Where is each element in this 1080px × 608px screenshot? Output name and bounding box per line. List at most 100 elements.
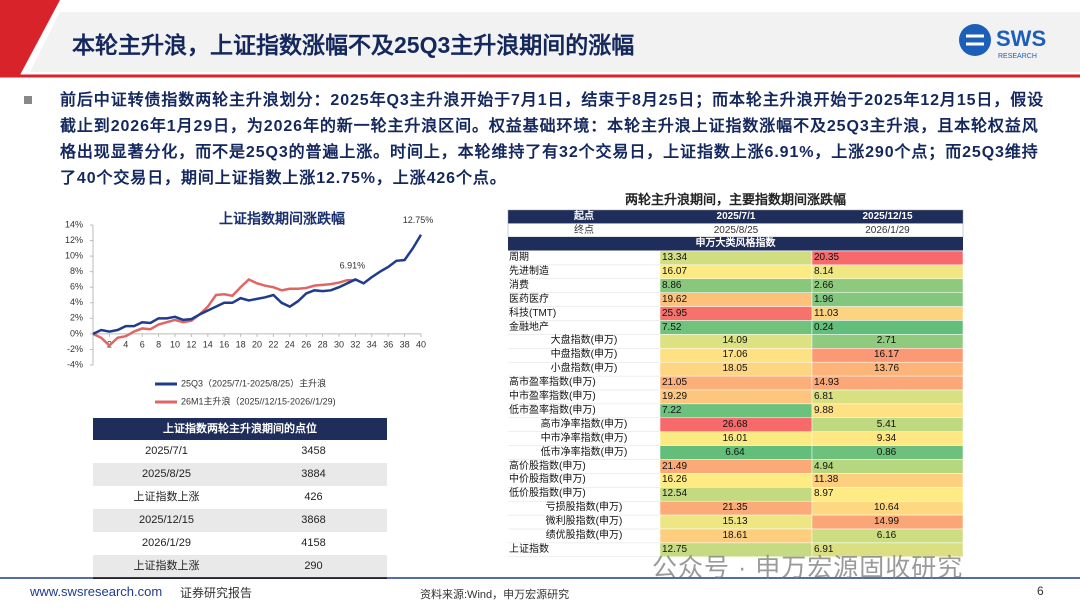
x-tick-label: 22 <box>268 339 278 349</box>
x-tick-label: 14 <box>203 339 213 349</box>
annotation: 12.75% <box>403 215 434 225</box>
row-label: 周期 <box>509 252 529 263</box>
cell-value: 7.52 <box>662 321 682 333</box>
row-label: 医药医疗 <box>509 293 549 305</box>
row-label: 高价股指数(申万) <box>509 460 586 472</box>
table-cell: 2026/1/29 <box>142 537 191 549</box>
x-tick-label: 24 <box>285 339 295 349</box>
row-label: 大盘指数(申万) <box>550 335 618 347</box>
cell-value: 17.06 <box>722 349 748 361</box>
row-label: 高市盈率指数(申万) <box>509 377 596 389</box>
x-tick-label: 16 <box>219 339 229 349</box>
x-tick-label: 38 <box>400 339 410 349</box>
cell-value: 8.14 <box>814 265 834 277</box>
logo-icon-mark <box>966 34 984 46</box>
row-label: 中市净率指数(申万) <box>540 432 628 444</box>
x-tick-label: 34 <box>367 339 377 349</box>
y-tick-label: 6% <box>70 282 83 292</box>
cell-value: 1.96 <box>814 293 834 305</box>
cell-value: 16.17 <box>873 349 900 361</box>
footer-source: 资料来源:Wind，申万宏源研究 <box>420 589 570 601</box>
x-tick-label: 4 <box>123 339 128 349</box>
legend-label: 25Q3（2025/7/1-2025/8/25）主升浪 <box>181 377 326 388</box>
logo-icon <box>959 24 991 56</box>
x-tick-label: 20 <box>252 339 262 349</box>
cell-value: 13.34 <box>662 252 688 263</box>
row-label: 低市盈率指数(申万) <box>509 404 596 416</box>
cell-value: 4.94 <box>814 460 834 472</box>
table-header-cell: 2025/8/25 <box>713 224 759 236</box>
row-label: 高市净率指数(申万) <box>540 418 628 430</box>
x-tick-label: 32 <box>350 339 360 349</box>
cell-value: 19.62 <box>662 293 688 305</box>
logo-text: SWS <box>996 26 1046 51</box>
y-tick-label: 8% <box>70 266 83 276</box>
table-header-cell: 2025/12/15 <box>862 211 913 222</box>
accent <box>0 0 60 75</box>
cell-value: 16.01 <box>722 432 748 444</box>
row-label: 先进制造 <box>509 265 549 277</box>
x-tick-label: 12 <box>186 339 196 349</box>
row-label: 上证指数 <box>509 543 549 555</box>
heat-cell <box>811 542 964 558</box>
row-label: 中价股指数(申万) <box>509 474 586 486</box>
table-cell: 2025/12/15 <box>138 514 195 526</box>
table-header-cell: 终点 <box>574 224 594 236</box>
y-tick-label: 10% <box>65 250 83 260</box>
table-header-bg <box>93 418 387 440</box>
table-cell: 3458 <box>301 445 326 457</box>
row-label: 低价股指数(申万) <box>509 488 586 500</box>
y-tick-label: 2% <box>70 313 83 323</box>
row-bg <box>93 463 387 486</box>
section-label: 申万大类风格指数 <box>695 238 776 249</box>
row-label: 中盘指数(申万) <box>550 349 618 361</box>
table-cell: 4158 <box>301 537 326 549</box>
cell-value: 9.88 <box>814 404 834 416</box>
header-bar <box>30 12 1080 72</box>
table-cell: 2025/7/1 <box>145 445 188 457</box>
x-tick-label: 26 <box>301 339 311 349</box>
section-bg <box>508 237 963 251</box>
cell-value: 26.68 <box>722 418 748 430</box>
row-label: 小盘指数(申万) <box>550 363 618 375</box>
x-tick-label: 30 <box>334 339 344 349</box>
row-label: 消费 <box>509 279 529 291</box>
cell-value: 20.35 <box>814 252 840 263</box>
chart-title: 上证指数期间涨跌幅 <box>219 211 345 227</box>
x-tick-label: 8 <box>156 339 161 349</box>
cell-value: 6.81 <box>814 391 834 402</box>
y-tick-label: -4% <box>67 359 83 369</box>
x-tick-label: 36 <box>383 339 393 349</box>
y-tick-label: 12% <box>65 235 83 245</box>
cell-value: 18.61 <box>722 530 748 541</box>
cell-value: 25.95 <box>662 307 688 319</box>
table-cell: 上证指数上涨 <box>133 491 200 503</box>
row-label: 科技(TMT) <box>509 307 557 319</box>
y-tick-label: 4% <box>70 297 83 307</box>
table-cell: 426 <box>304 491 323 503</box>
row-label: 低市净率指数(申万) <box>540 446 628 458</box>
cell-value: 8.86 <box>662 279 682 291</box>
title: 本轮主升浪，上证指数涨幅不及25Q3主升浪期间的涨幅 <box>72 32 635 58</box>
footer-url: www.swsresearch.com <box>30 584 163 599</box>
row-bg <box>93 555 387 578</box>
table-cell: 上证指数上涨 <box>133 560 200 572</box>
cell-value: 8.97 <box>814 488 834 500</box>
cell-value: 19.29 <box>662 391 688 402</box>
table-cell: 2025/8/25 <box>142 468 191 480</box>
row-label: 绩优股指数(申万) <box>545 530 623 541</box>
cell-value: 21.05 <box>662 377 688 389</box>
y-tick-label: -2% <box>67 344 83 354</box>
table-header: 上证指数两轮主升浪期间的点位 <box>163 423 317 435</box>
footer-report: 证券研究报告 <box>180 586 253 600</box>
cell-value: 0.24 <box>814 321 834 333</box>
page-number: 6 <box>1037 584 1044 598</box>
series-line <box>92 234 423 336</box>
cell-value: 6.64 <box>725 446 745 458</box>
annotation: 6.91% <box>340 261 366 271</box>
cell-value: 13.76 <box>873 363 900 375</box>
cell-value: 9.34 <box>876 432 897 444</box>
x-tick-label: 40 <box>416 339 426 349</box>
x-tick-label: 6 <box>140 339 145 349</box>
